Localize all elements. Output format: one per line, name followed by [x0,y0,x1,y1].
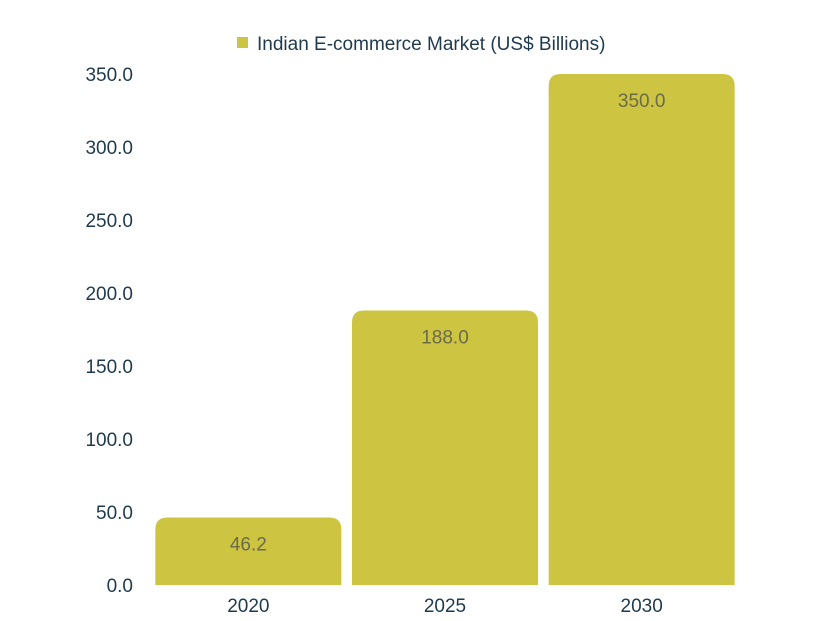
bar-2025 [352,310,538,585]
y-axis: 0.0 50.0 100.0 150.0 200.0 250.0 300.0 350.0 [85,65,133,597]
legend: Indian E-commerce Market (US$ Billions) [237,34,605,55]
y-tick-label: 0.0 [107,576,133,597]
y-tick-label: 200.0 [85,284,133,305]
y-tick-label: 350.0 [85,65,133,86]
bar-2030 [548,74,735,585]
x-tick-label: 2025 [424,596,466,617]
x-tick-label: 2030 [621,596,663,617]
data-label-2020: 46.2 [230,535,267,556]
x-axis: 2020 2025 2030 [227,596,663,617]
y-tick-label: 150.0 [85,357,133,378]
bar-2020 [155,517,342,585]
legend-label: Indian E-commerce Market (US$ Billions) [257,34,605,55]
x-tick-label: 2020 [227,596,269,617]
y-tick-label: 250.0 [85,211,133,232]
data-label-2025: 188.0 [421,328,469,349]
y-tick-label: 300.0 [85,138,133,159]
y-tick-label: 100.0 [85,430,133,451]
bars: 46.2 188.0 350.0 [155,74,735,585]
legend-swatch [237,37,248,48]
data-label-2030: 350.0 [618,91,666,112]
y-tick-label: 50.0 [96,503,133,524]
